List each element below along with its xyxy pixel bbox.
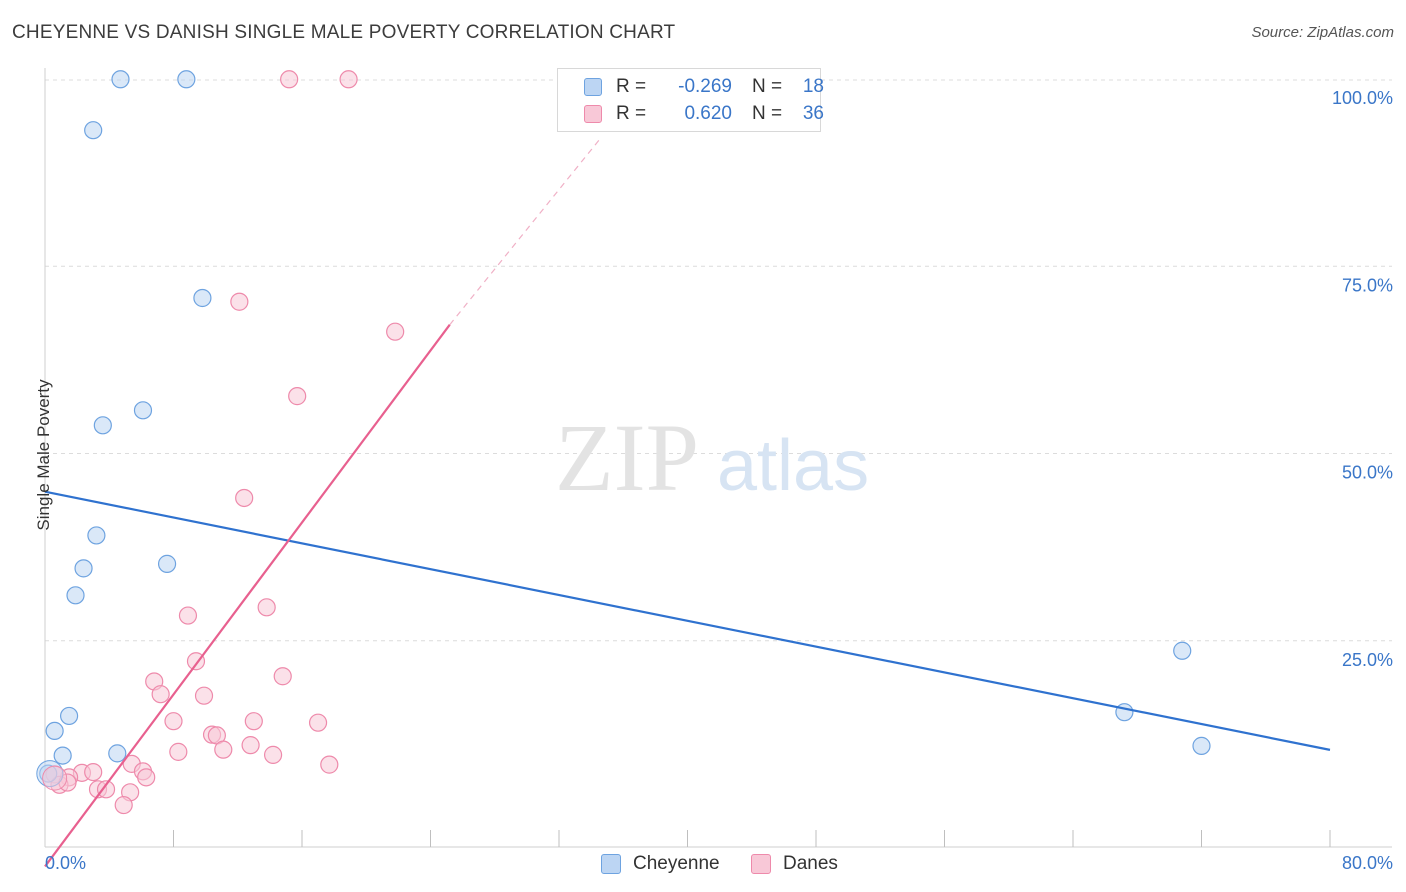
axes-layer: [44, 68, 1392, 848]
danes-point: [244, 712, 263, 731]
danes-point: [386, 322, 405, 341]
cheyenne-trendline: [44, 490, 1331, 751]
danes-point: [273, 667, 292, 686]
n-label: N =: [752, 103, 783, 124]
cheyenne-point: [93, 416, 112, 435]
cheyenne-point: [1173, 641, 1192, 660]
danes-point: [320, 755, 339, 774]
cheyenne-point: [45, 721, 64, 741]
cheyenne-legend-swatch: [601, 854, 621, 874]
stats-legend: R = -0.269 N = 18 R = 0.620 N = 36: [557, 68, 824, 132]
r-value: -0.269: [678, 76, 732, 97]
legend-label-cheyenne: Cheyenne: [633, 853, 720, 874]
cheyenne-point: [74, 559, 93, 578]
source-credit: Source: ZipAtlas.com: [1251, 24, 1394, 41]
danes-trendline: [44, 324, 451, 868]
cheyenne-point: [193, 288, 212, 308]
legend-item-danes[interactable]: Danes: [751, 853, 838, 875]
danes-point: [114, 795, 133, 815]
cheyenne-point: [177, 70, 196, 89]
cheyenne-swatch: [584, 78, 602, 96]
danes-point: [164, 712, 183, 731]
cheyenne-point: [133, 401, 153, 420]
danes-point: [151, 685, 170, 704]
danes-point: [263, 745, 283, 764]
y-tick-label: 25.0%: [1342, 650, 1393, 670]
cheyenne-point: [157, 554, 177, 573]
stats-row-danes: R = 0.620 N = 36: [584, 102, 824, 126]
cheyenne-point: [1115, 703, 1134, 722]
r-label: R =: [616, 76, 647, 97]
danes-legend-swatch: [751, 854, 771, 874]
watermark: ZIP atlas: [555, 404, 869, 511]
danes-trendline-extension: [449, 137, 602, 326]
cheyenne-point: [66, 586, 85, 605]
danes-point: [257, 598, 276, 617]
cheyenne-point: [84, 121, 103, 140]
danes-point: [96, 780, 116, 799]
x-tick-label: 0.0%: [45, 853, 86, 873]
trend-layer: [44, 137, 1331, 868]
danes-point: [339, 70, 358, 89]
danes-point: [241, 736, 260, 755]
x-tick-label: 80.0%: [1342, 853, 1393, 873]
chart-title: CHEYENNE VS DANISH SINGLE MALE POVERTY C…: [12, 22, 676, 43]
r-value: 0.620: [684, 103, 732, 124]
danes-point: [308, 713, 328, 732]
danes-point: [214, 740, 233, 759]
danes-point: [178, 606, 198, 625]
r-label: R =: [616, 103, 647, 124]
danes-point: [169, 742, 188, 761]
grid-layer: [45, 79, 1392, 642]
y-axis-label: Single Male Poverty: [34, 379, 53, 531]
watermark-zip: ZIP: [555, 404, 699, 511]
danes-point: [137, 768, 156, 787]
danes-point: [280, 70, 299, 89]
cheyenne-point: [1192, 736, 1211, 755]
series-legend: Cheyenne Danes: [0, 851, 1406, 879]
cheyenne-point: [53, 746, 72, 765]
y-tick-label: 75.0%: [1342, 275, 1393, 295]
tick-labels: 100.0% 75.0% 50.0% 25.0% 0.0% 80.0%: [45, 88, 1393, 873]
danes-point: [42, 765, 68, 791]
danes-point: [194, 686, 214, 705]
y-tick-label: 50.0%: [1342, 463, 1393, 483]
stats-row-cheyenne: R = -0.269 N = 18: [584, 75, 824, 99]
danes-point: [230, 292, 249, 311]
cheyenne-point: [59, 706, 79, 726]
cheyenne-point: [111, 70, 130, 89]
legend-label-danes: Danes: [783, 853, 838, 874]
danes-swatch: [584, 105, 602, 123]
cheyenne-point: [87, 526, 106, 545]
cheyenne-point: [108, 744, 127, 763]
y-tick-label: 100.0%: [1332, 88, 1393, 108]
n-value: 36: [802, 103, 824, 124]
watermark-atlas: atlas: [717, 426, 869, 506]
legend-item-cheyenne[interactable]: Cheyenne: [601, 853, 720, 875]
danes-point: [288, 387, 307, 406]
n-label: N =: [752, 76, 783, 97]
points-layer: [36, 70, 1211, 815]
danes-point: [235, 488, 254, 508]
n-value: 18: [802, 76, 824, 97]
danes-point: [84, 762, 103, 782]
